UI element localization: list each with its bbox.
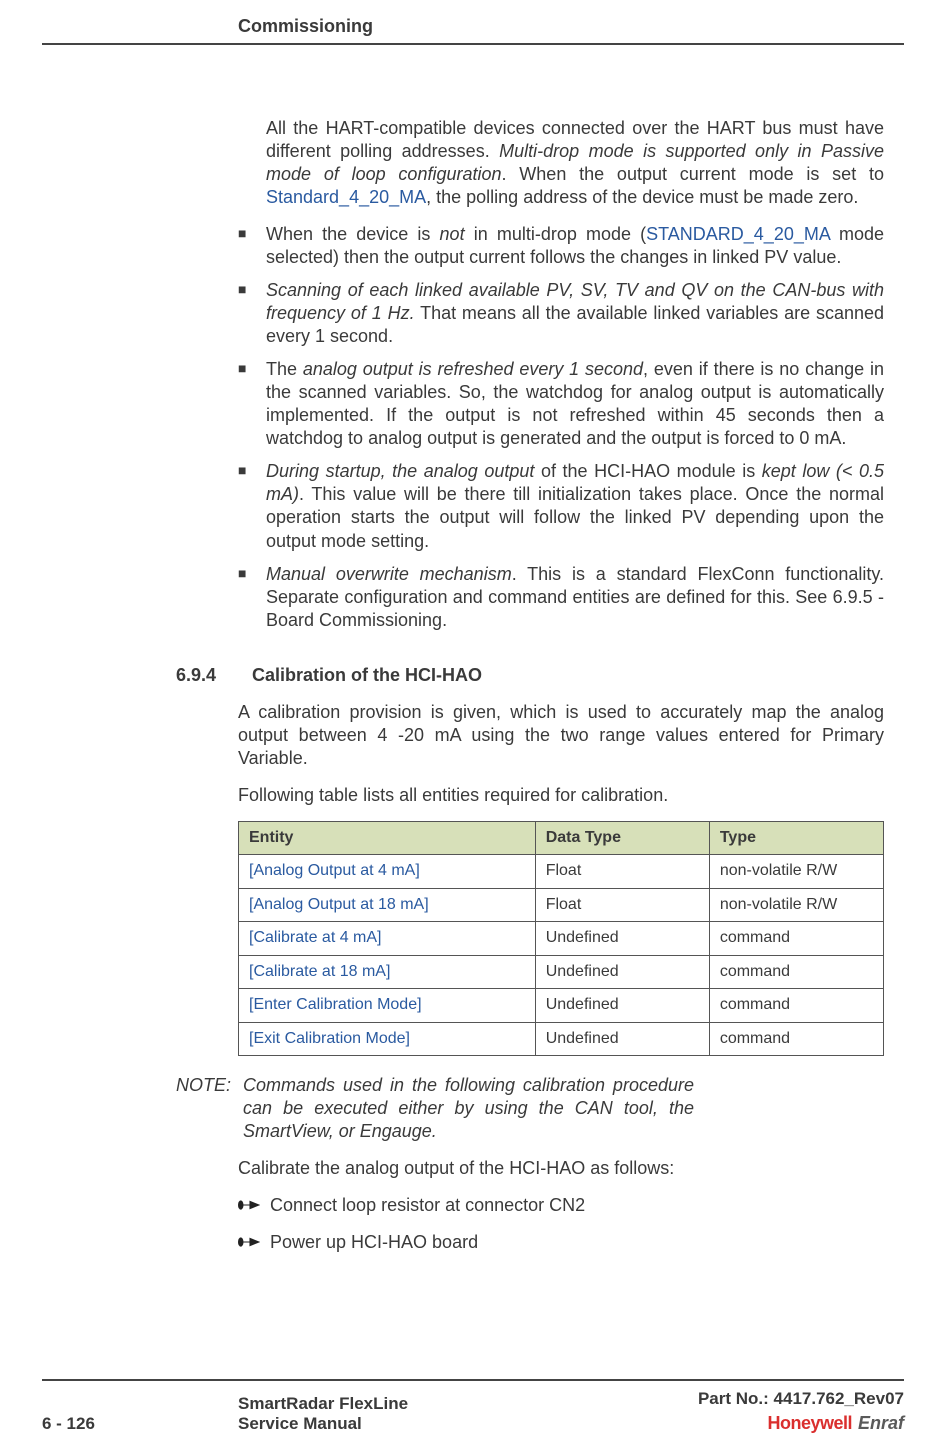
bullet-italic: not bbox=[440, 224, 465, 244]
calibrate-intro: Calibrate the analog output of the HCI-H… bbox=[238, 1157, 884, 1180]
table-row: [Analog Output at 4 mA]Floatnon-volatile… bbox=[239, 855, 884, 888]
table-row: [Exit Calibration Mode]Undefinedcommand bbox=[239, 1022, 884, 1055]
table-cell: [Exit Calibration Mode] bbox=[239, 1022, 536, 1055]
bullet-italic: During startup, the analog output bbox=[266, 461, 534, 481]
step-item: Power up HCI-HAO board bbox=[238, 1231, 884, 1254]
calibration-paragraph-1: A calibration provision is given, which … bbox=[238, 701, 884, 770]
table-cell: command bbox=[709, 1022, 883, 1055]
table-row: [Analog Output at 18 mA]Floatnon-volatil… bbox=[239, 888, 884, 921]
table-row: [Enter Calibration Mode]Undefinedcommand bbox=[239, 989, 884, 1022]
bullet-text: When the device is bbox=[266, 224, 440, 244]
footer-rule bbox=[42, 1379, 904, 1381]
footer-brand: Honeywell Enraf bbox=[767, 1413, 904, 1434]
section-heading: 6.9.4 Calibration of the HCI-HAO bbox=[238, 664, 884, 687]
note-text: Commands used in the following calibrati… bbox=[243, 1074, 694, 1143]
bullet-text: . This value will be there till initiali… bbox=[266, 484, 884, 550]
table-cell: Float bbox=[535, 855, 709, 888]
page-header: Commissioning bbox=[0, 0, 946, 45]
footer-part-number: Part No.: 4417.762_Rev07 bbox=[698, 1389, 904, 1409]
table-cell: Undefined bbox=[535, 989, 709, 1022]
footer-line2: Service Manual bbox=[238, 1414, 698, 1434]
page-footer: 6 - 126 SmartRadar FlexLine Service Manu… bbox=[0, 1379, 946, 1434]
table-cell: [Analog Output at 18 mA] bbox=[239, 888, 536, 921]
table-cell: non-volatile R/W bbox=[709, 888, 883, 921]
footer-doc-title: SmartRadar FlexLine Service Manual bbox=[238, 1394, 698, 1434]
pointer-icon bbox=[238, 1197, 260, 1213]
footer-line1: SmartRadar FlexLine bbox=[238, 1394, 698, 1414]
bullet-italic: Manual overwrite mechanism bbox=[266, 564, 512, 584]
table-cell: [Enter Calibration Mode] bbox=[239, 989, 536, 1022]
brand-honeywell: Honeywell bbox=[767, 1413, 852, 1434]
table-header: Data Type bbox=[535, 821, 709, 854]
bullet-code: STANDARD_4_20_MA bbox=[646, 224, 830, 244]
table-cell: non-volatile R/W bbox=[709, 855, 883, 888]
calibration-table: Entity Data Type Type [Analog Output at … bbox=[238, 821, 884, 1056]
table-cell: command bbox=[709, 922, 883, 955]
footer-right: Part No.: 4417.762_Rev07 Honeywell Enraf bbox=[698, 1389, 904, 1434]
table-cell: command bbox=[709, 955, 883, 988]
table-row: [Calibrate at 4 mA]Undefinedcommand bbox=[239, 922, 884, 955]
table-cell: Float bbox=[535, 888, 709, 921]
intro-text: . When the output current mode is set to bbox=[502, 164, 884, 184]
section-number: 6.9.4 bbox=[176, 664, 238, 687]
bullet-text: The bbox=[266, 359, 303, 379]
table-cell: [Calibrate at 4 mA] bbox=[239, 922, 536, 955]
note-block: NOTE: Commands used in the following cal… bbox=[176, 1074, 694, 1143]
bullet-item: When the device is not in multi-drop mod… bbox=[238, 223, 884, 269]
bullet-text: in multi-drop mode ( bbox=[465, 224, 647, 244]
steps-list: Connect loop resistor at connector CN2 P… bbox=[238, 1194, 884, 1254]
footer-page-number: 6 - 126 bbox=[42, 1414, 238, 1434]
table-header: Entity bbox=[239, 821, 536, 854]
bullet-text: of the HCI-HAO module is bbox=[534, 461, 761, 481]
header-section-title: Commissioning bbox=[0, 16, 946, 43]
intro-code: Standard_4_20_MA bbox=[266, 187, 426, 207]
footer-row: 6 - 126 SmartRadar FlexLine Service Manu… bbox=[0, 1389, 946, 1434]
table-header-row: Entity Data Type Type bbox=[239, 821, 884, 854]
page-content: All the HART-compatible devices connecte… bbox=[0, 45, 946, 1254]
calibration-paragraph-2: Following table lists all entities requi… bbox=[238, 784, 884, 807]
step-item: Connect loop resistor at connector CN2 bbox=[238, 1194, 884, 1217]
bullet-italic: analog output is refreshed every 1 secon… bbox=[303, 359, 643, 379]
table-cell: Undefined bbox=[535, 1022, 709, 1055]
note-label: NOTE: bbox=[176, 1074, 231, 1143]
table-cell: [Calibrate at 18 mA] bbox=[239, 955, 536, 988]
intro-text: , the polling address of the device must… bbox=[426, 187, 858, 207]
intro-paragraph: All the HART-compatible devices connecte… bbox=[238, 117, 884, 209]
step-text: Connect loop resistor at connector CN2 bbox=[270, 1194, 585, 1217]
step-text: Power up HCI-HAO board bbox=[270, 1231, 478, 1254]
table-header: Type bbox=[709, 821, 883, 854]
bullet-item: The analog output is refreshed every 1 s… bbox=[238, 358, 884, 450]
bullet-item: Manual overwrite mechanism. This is a st… bbox=[238, 563, 884, 632]
section-title: Calibration of the HCI-HAO bbox=[252, 664, 482, 687]
table-cell: [Analog Output at 4 mA] bbox=[239, 855, 536, 888]
bullet-list: When the device is not in multi-drop mod… bbox=[238, 223, 884, 632]
page: Commissioning All the HART-compatible de… bbox=[0, 0, 946, 1456]
pointer-icon bbox=[238, 1234, 260, 1250]
bullet-item: Scanning of each linked available PV, SV… bbox=[238, 279, 884, 348]
brand-enraf: Enraf bbox=[858, 1413, 904, 1434]
table-row: [Calibrate at 18 mA]Undefinedcommand bbox=[239, 955, 884, 988]
table-cell: Undefined bbox=[535, 955, 709, 988]
table-cell: Undefined bbox=[535, 922, 709, 955]
table-cell: command bbox=[709, 989, 883, 1022]
bullet-item: During startup, the analog output of the… bbox=[238, 460, 884, 552]
